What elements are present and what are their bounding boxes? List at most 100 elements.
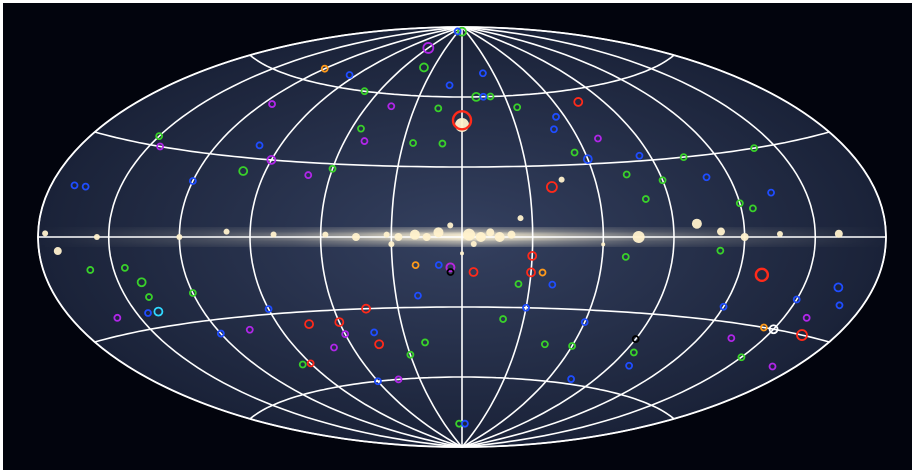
marker-blue: [414, 291, 422, 300]
bright-source: [433, 227, 444, 238]
sky-map-frame: [3, 3, 912, 470]
marker-green: [328, 164, 337, 173]
marker-red: [451, 110, 473, 131]
marker-blue: [453, 27, 462, 36]
marker-green: [360, 87, 369, 96]
marker-purple: [156, 142, 165, 151]
marker-blue: [767, 188, 775, 197]
parallel-line: [249, 376, 675, 420]
marker-blue: [719, 302, 728, 311]
bright-source: [716, 227, 725, 236]
marker-black: [446, 268, 455, 276]
marker-blue: [70, 181, 79, 190]
marker-blue: [264, 305, 273, 313]
bright-source: [409, 229, 420, 240]
marker-green: [622, 170, 631, 179]
marker-green: [409, 139, 417, 147]
marker-red: [545, 181, 558, 193]
marker-red: [527, 250, 538, 261]
bright-source: [42, 230, 49, 237]
bright-source: [632, 231, 645, 243]
marker-blue: [460, 419, 469, 428]
marker-purple: [727, 334, 736, 342]
marker-blue: [255, 141, 264, 150]
marker-blue: [833, 282, 844, 293]
marker-green: [658, 176, 667, 185]
marker-blue: [478, 69, 487, 78]
marker-green: [238, 166, 249, 176]
marker-red: [334, 317, 345, 327]
marker-green: [513, 103, 522, 112]
bright-source: [53, 247, 62, 256]
marker-orange: [538, 268, 547, 277]
bright-source: [475, 232, 486, 242]
marker-purple: [594, 134, 602, 143]
marker-purple: [268, 100, 276, 108]
marker-purple: [330, 343, 338, 352]
marker-purple: [422, 42, 435, 54]
marker-green: [750, 144, 759, 153]
marker-green: [457, 26, 467, 37]
marker-red: [361, 303, 371, 314]
marker-black: [631, 335, 640, 343]
marker-green: [434, 104, 443, 113]
marker-blue: [567, 375, 576, 383]
marker-green: [438, 139, 447, 148]
marker-green: [421, 338, 429, 347]
marker-blue: [522, 303, 530, 312]
marker-green: [748, 204, 757, 213]
marker-red: [796, 329, 808, 341]
marker-green: [679, 153, 688, 162]
marker-purple: [245, 325, 254, 334]
bright-source: [447, 222, 454, 229]
marker-green: [486, 92, 495, 101]
marker-green: [514, 280, 523, 288]
marker-green: [86, 266, 95, 274]
marker-green: [735, 199, 744, 208]
marker-blue: [582, 154, 593, 165]
coordinate-grid: [37, 26, 887, 448]
bright-source: [558, 176, 565, 183]
marker-blue: [81, 182, 90, 191]
marker-purple: [304, 171, 313, 179]
marker-red: [304, 319, 314, 330]
marker-blue: [835, 301, 844, 310]
marker-blue: [445, 81, 454, 90]
bright-source: [463, 228, 476, 241]
marker-blue: [345, 71, 354, 79]
marker-purple: [113, 313, 122, 322]
marker-orange: [320, 64, 329, 73]
marker-green: [145, 293, 153, 301]
catalog-markers: [70, 26, 844, 428]
marker-red: [468, 267, 479, 277]
marker-blue: [580, 318, 589, 326]
marker-green: [155, 132, 164, 141]
marker-green: [406, 350, 415, 359]
marker-blue: [635, 151, 644, 160]
marker-blue: [479, 92, 488, 101]
bright-source: [834, 229, 843, 238]
marker-green: [357, 124, 365, 133]
marker-red: [573, 97, 584, 107]
bright-source: [223, 228, 230, 235]
marker-purple: [341, 330, 350, 338]
marker-green: [120, 263, 129, 272]
bright-source: [352, 233, 360, 241]
marker-purple: [394, 375, 403, 384]
parallel-line: [94, 306, 830, 343]
marker-red: [754, 267, 770, 283]
bright-source: [470, 241, 477, 248]
bright-source: [422, 233, 431, 241]
bright-source: [460, 251, 464, 256]
marker-purple: [387, 102, 396, 111]
bright-source: [494, 232, 505, 242]
marker-blue: [792, 295, 801, 304]
marker-blue: [552, 112, 560, 121]
marker-green: [136, 277, 147, 288]
marker-purple: [360, 137, 369, 145]
marker-purple: [802, 313, 811, 322]
marker-blue: [216, 329, 225, 338]
marker-white: [768, 324, 779, 335]
marker-purple: [445, 262, 456, 273]
bright-source: [601, 242, 606, 247]
